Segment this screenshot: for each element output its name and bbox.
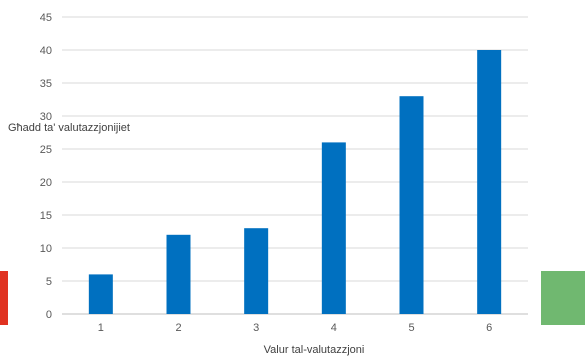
y-tick-label: 40 xyxy=(40,45,52,57)
bar-3 xyxy=(244,228,269,314)
bar-6 xyxy=(477,50,502,314)
gridlines xyxy=(62,16,528,315)
red-side-block xyxy=(0,271,8,325)
y-tick-label: 25 xyxy=(40,144,52,156)
y-tick-label: 0 xyxy=(46,309,52,321)
green-side-block xyxy=(541,271,585,325)
bar-4 xyxy=(321,142,346,314)
y-axis-title: Għadd ta' valutazzjonijiet xyxy=(8,122,130,134)
bar-1 xyxy=(88,274,113,314)
y-tick-label: 30 xyxy=(40,111,52,123)
x-tick-label: 5 xyxy=(408,322,414,334)
bar-5 xyxy=(399,96,424,314)
y-tick-label: 20 xyxy=(40,177,52,189)
x-tick-labels: 1 2 3 4 5 6 xyxy=(98,322,492,334)
x-tick-label: 3 xyxy=(253,322,259,334)
y-tick-label: 15 xyxy=(40,210,52,222)
x-tick-label: 1 xyxy=(98,322,104,334)
y-tick-label: 5 xyxy=(46,276,52,288)
x-tick-label: 2 xyxy=(175,322,181,334)
y-tick-labels: 0 5 10 15 20 25 30 35 40 45 xyxy=(40,12,52,321)
x-axis-title: Valur tal-valutazzjoni xyxy=(264,344,365,356)
bar-2 xyxy=(166,234,191,314)
y-tick-label: 45 xyxy=(40,12,52,24)
y-tick-label: 10 xyxy=(40,243,52,255)
x-tick-label: 6 xyxy=(486,322,492,334)
bars xyxy=(88,50,502,314)
x-tick-label: 4 xyxy=(331,322,337,334)
y-tick-label: 35 xyxy=(40,78,52,90)
